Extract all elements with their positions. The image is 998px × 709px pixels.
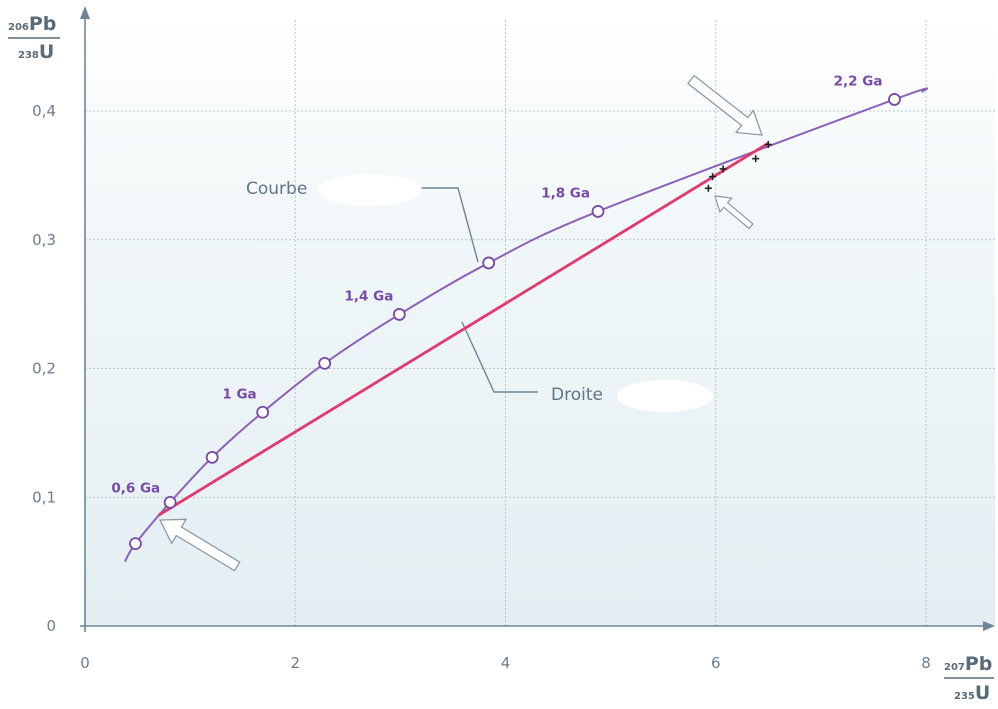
y-axis-label: 206Pb 238U [8,13,60,63]
white-patch [318,174,422,206]
courbe-label: Courbe [246,179,307,199]
age-marker [256,405,270,419]
measurement-point [764,140,772,148]
grid [85,20,995,626]
svg-text:207Pb: 207Pb [944,653,992,675]
age-marker [392,308,406,321]
discordia-line [157,141,770,517]
age-label: 1,4 Ga [345,288,394,304]
x-axis-arrow [983,621,995,631]
arrow-intercept-upper-icon [687,74,763,136]
age-label: 1,8 Ga [541,185,590,201]
y-tick-label: 0 [46,617,56,635]
x-tick-label: 6 [711,654,721,672]
y-tick-label: 0,2 [32,360,56,378]
arrow-intercept-lower-icon [158,518,241,572]
y-axis-arrow [80,6,90,19]
age-marker [163,495,177,509]
plot-background [85,20,995,626]
x-tick-label: 8 [921,654,931,672]
droite-leader-line [461,321,538,393]
age-label: 2,2 Ga [834,73,883,89]
age-marker [888,93,901,106]
measurement-point [719,165,727,173]
x-axis-label: 207Pb 235U [944,653,994,704]
age-marker [205,450,219,464]
droite-label: Droite [551,385,603,405]
tick-labels: 0 2 4 6 8 0 0,1 0,2 0,3 0,4 [32,102,931,672]
x-tick-label: 4 [501,654,511,672]
x-tick-label: 2 [290,654,300,672]
y-tick-label: 0,1 [32,488,56,506]
measurement-point [704,184,712,192]
courbe-leader-line [420,187,479,263]
svg-text:235U: 235U [954,682,990,704]
age-marker [129,537,142,550]
measurement-point [752,155,760,163]
age-label: 1 Ga [222,386,256,402]
y-tick-label: 0,3 [32,231,56,249]
series: 0,6 Ga 1 Ga 1,4 Ga 1,8 Ga 2,2 Ga [111,73,929,563]
age-marker [482,256,496,270]
arrow-measurements-icon [714,195,754,230]
white-patch [617,380,713,412]
x-tick-label: 0 [80,654,90,672]
age-marker [591,205,605,218]
y-tick-label: 0,4 [32,102,56,120]
svg-text:206Pb: 206Pb [8,13,56,35]
age-label: 0,6 Ga [111,480,160,496]
svg-text:238U: 238U [18,41,54,63]
age-marker [318,356,332,370]
measurement-point [709,173,717,181]
